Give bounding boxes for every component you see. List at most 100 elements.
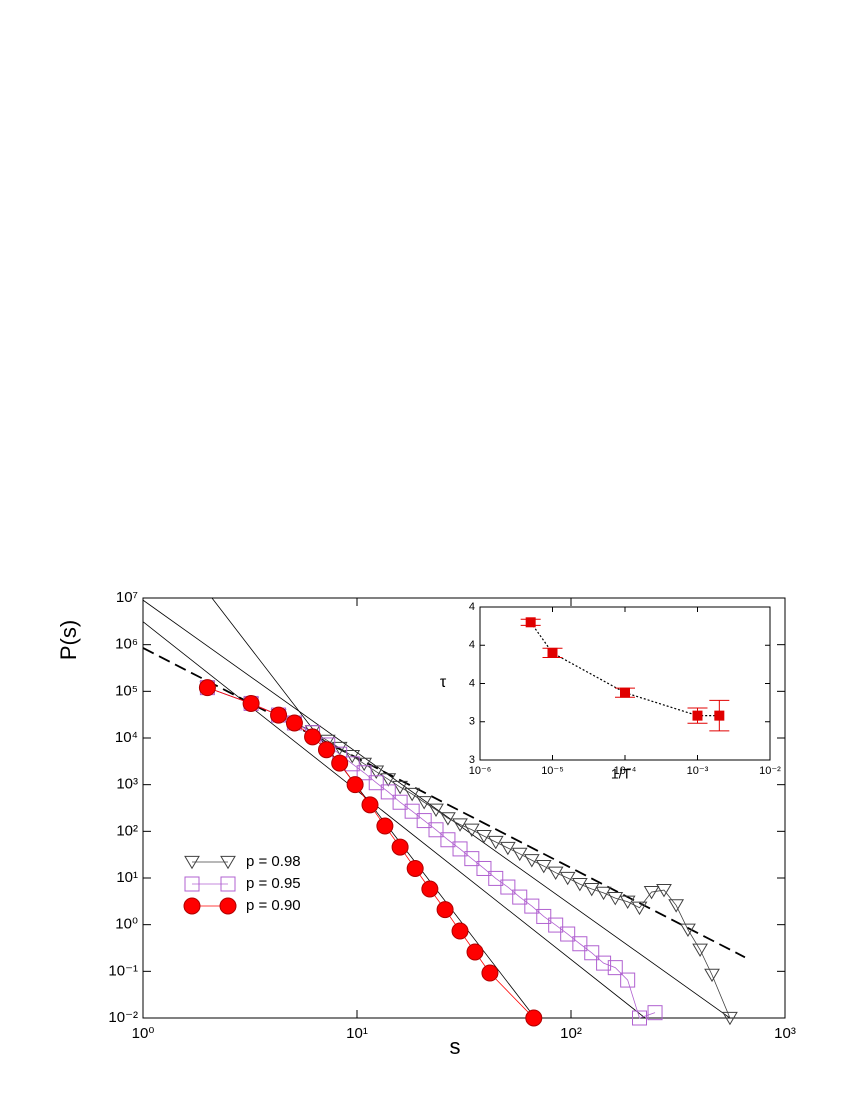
data-point — [607, 960, 623, 976]
data-point — [499, 841, 516, 856]
x-tick-label: 10⁻² — [759, 765, 781, 777]
legend-label: p = 0.90 — [246, 897, 301, 914]
data-point — [242, 694, 260, 712]
y-tick-label: 10⁰ — [115, 916, 138, 933]
y-tick-label: 10⁻¹ — [108, 962, 138, 979]
plot-frame — [479, 606, 771, 761]
legend-marker — [184, 876, 200, 892]
data-point — [380, 784, 396, 800]
x-tick-label: 10⁻⁶ — [469, 765, 492, 777]
data-point — [319, 734, 336, 749]
data-point — [525, 1009, 543, 1027]
series-line — [207, 687, 731, 1019]
data-point — [317, 741, 335, 759]
data-point — [512, 889, 528, 905]
y-tick-label: 10¹ — [116, 869, 138, 886]
data-point — [656, 884, 672, 898]
y-tick-label: 10⁷ — [116, 589, 138, 606]
data-point — [620, 687, 630, 698]
data-point — [346, 776, 364, 794]
data-point — [380, 773, 397, 787]
data-point — [376, 817, 394, 835]
data-point — [331, 741, 348, 756]
y-tick-label: 10² — [116, 822, 138, 839]
data-point — [620, 972, 636, 988]
data-point — [428, 822, 444, 838]
legend-marker — [220, 855, 236, 870]
legend-marker — [183, 897, 201, 915]
data-point — [547, 647, 558, 658]
inset-x-axis-label: 1/T — [611, 766, 632, 782]
legend-marker — [184, 855, 200, 870]
y-tick-label: 3 — [469, 716, 475, 728]
data-point — [368, 775, 384, 791]
y-tick-label: 4 — [469, 677, 475, 689]
data-point — [583, 882, 600, 897]
data-point — [560, 926, 576, 942]
data-point — [523, 854, 540, 868]
data-point — [440, 832, 456, 848]
data-point — [722, 1011, 738, 1026]
data-point — [511, 847, 528, 862]
data-point — [548, 917, 564, 933]
legend-label: p = 0.95 — [246, 875, 301, 892]
data-point — [619, 895, 636, 910]
data-point — [487, 835, 504, 850]
data-point — [692, 943, 708, 958]
x-tick-label: 10² — [560, 1025, 582, 1042]
y-tick-label: 10⁵ — [115, 682, 138, 699]
data-point — [463, 823, 480, 838]
data-point — [643, 885, 660, 900]
data-point — [476, 860, 492, 876]
data-point — [436, 901, 454, 919]
x-tick-label: 10⁻³ — [687, 765, 709, 777]
data-point — [607, 892, 624, 906]
x-tick-label: 10⁻⁴ — [614, 765, 637, 777]
data-point — [488, 870, 504, 886]
data-point — [704, 968, 720, 983]
legend-marker — [219, 897, 237, 915]
y-tick-label: 10⁶ — [115, 636, 138, 653]
data-point — [680, 923, 696, 937]
data-point — [714, 710, 725, 721]
data-point — [406, 859, 424, 877]
data-point — [421, 880, 439, 898]
data-point — [392, 780, 408, 795]
data-point — [692, 710, 703, 721]
legend-label: p = 0.98 — [246, 853, 301, 870]
y-tick-label: 3 — [469, 754, 475, 766]
x-tick-label: 10⁻⁵ — [541, 765, 564, 777]
data-point — [285, 714, 303, 732]
y-axis-label: P(s) — [56, 620, 81, 660]
data-point — [356, 765, 372, 781]
data-point — [595, 886, 612, 901]
fit-line — [142, 621, 646, 1019]
data-point — [596, 955, 612, 971]
data-point — [404, 803, 420, 819]
data-point — [331, 754, 349, 772]
data-point — [535, 859, 552, 874]
y-tick-label: 4 — [469, 601, 475, 613]
data-point — [416, 796, 433, 810]
data-point — [198, 679, 216, 697]
data-point — [304, 728, 322, 746]
y-tick-label: 10³ — [116, 776, 138, 793]
data-point — [559, 871, 576, 886]
data-point — [536, 908, 552, 924]
data-point — [452, 818, 468, 832]
data-point — [416, 813, 432, 829]
fit-line — [142, 599, 731, 1019]
data-point — [361, 796, 379, 814]
data-point — [647, 1005, 663, 1021]
data-point — [466, 943, 484, 961]
y-tick-label: 10⁴ — [115, 729, 138, 746]
data-point — [451, 922, 469, 940]
data-point — [392, 794, 408, 810]
data-point — [524, 898, 540, 914]
data-point — [584, 945, 600, 961]
data-point — [452, 841, 468, 857]
data-point — [547, 866, 564, 880]
data-point — [476, 830, 492, 844]
y-tick-label: 10⁻² — [108, 1009, 138, 1026]
